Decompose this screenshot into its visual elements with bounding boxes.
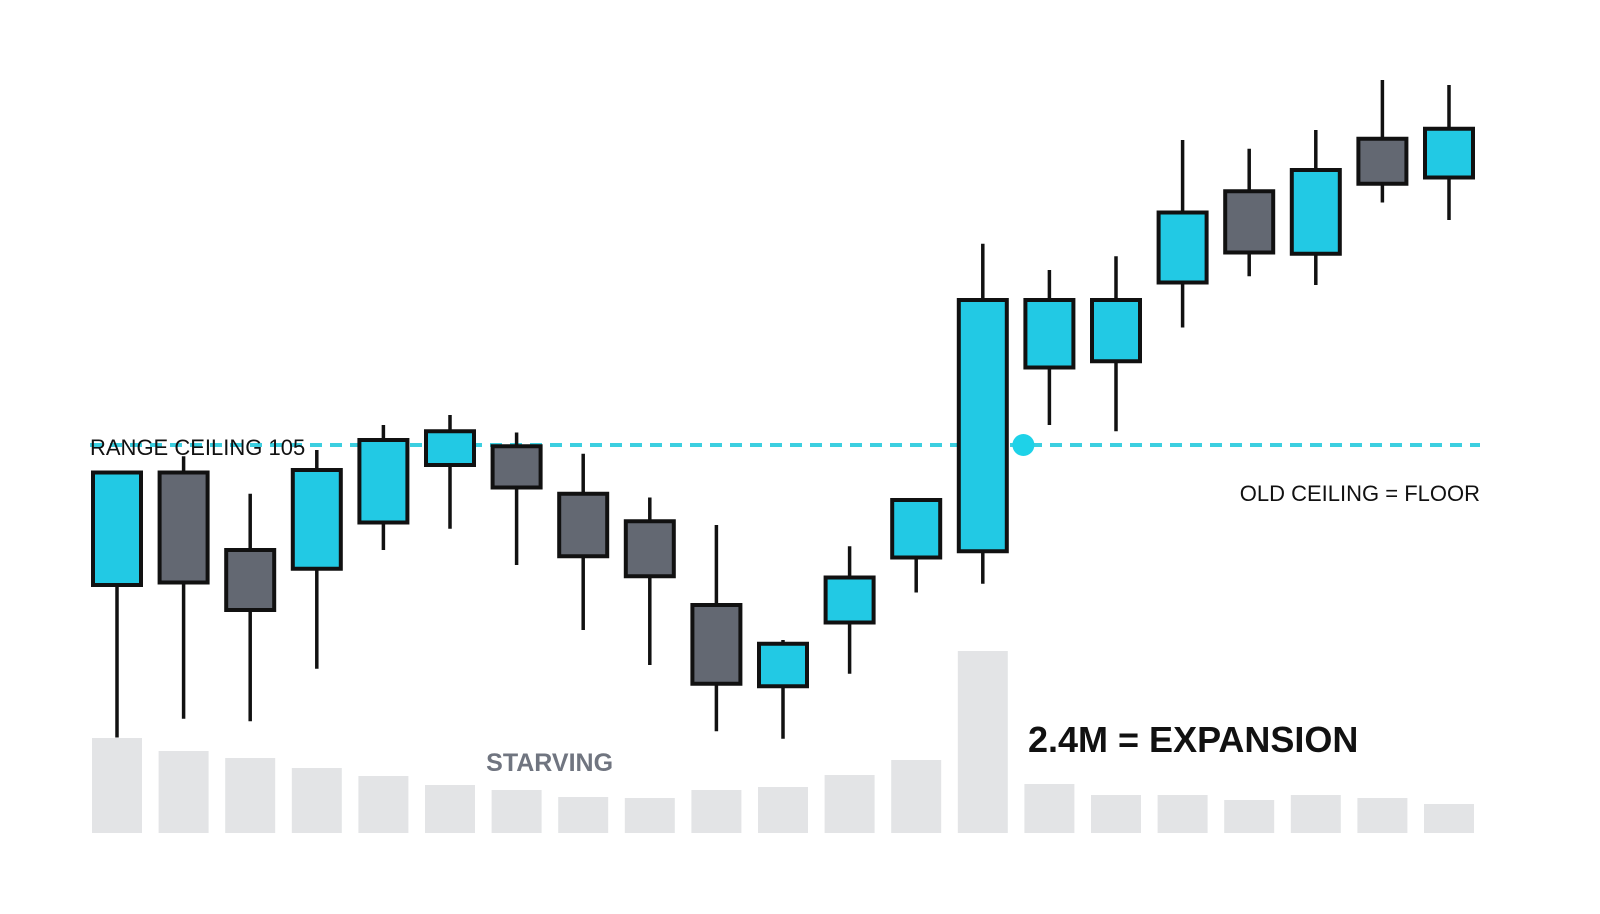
starving-volume-label: STARVING [486,749,613,777]
candles [91,80,1475,739]
volume-bar-16 [1157,795,1208,833]
range-ceiling-label: RANGE CEILING 105 [90,435,305,460]
volume-bar-10 [758,787,808,833]
volume-bar-19 [1357,798,1408,833]
annotations: RANGE CEILING 105 OLD CEILING = FLOOR ST… [90,435,1480,777]
candle-body-1 [157,470,210,585]
candle-19 [1356,80,1409,203]
candle-body-14 [1023,298,1076,370]
candle-11 [823,546,876,674]
volume-bar-1 [158,751,209,833]
candle-body-8 [623,519,676,579]
volume-bar-4 [358,776,409,833]
volume-bar-18 [1290,795,1341,833]
volume-bar-9 [691,790,742,833]
candle-1 [157,456,210,719]
volume-bar-0 [92,738,142,833]
candle-12 [890,498,943,593]
candle-body-3 [290,468,343,571]
candle-5 [424,415,476,529]
candle-18 [1289,130,1342,285]
candle-body-17 [1223,189,1276,255]
candle-body-2 [224,548,277,612]
ceiling-flip-marker [1012,434,1035,456]
candle-body-0 [91,470,143,587]
candle-8 [623,497,676,665]
candle-body-13 [956,298,1009,554]
volume-bar-2 [225,758,276,833]
candle-3 [290,450,343,669]
candle-14 [1023,270,1076,425]
volume-bar-20 [1424,804,1474,833]
volume-expansion-label: 2.4M = EXPANSION [1028,719,1358,760]
candle-10 [757,640,809,739]
candle-body-10 [757,641,809,689]
candle-body-20 [1423,126,1475,180]
candle-16 [1156,140,1209,328]
candle-body-12 [890,498,943,560]
candle-body-7 [557,491,610,559]
candle-body-4 [357,438,410,525]
volume-bar-12 [891,760,942,833]
volume-bar-8 [624,798,675,833]
candle-4 [357,425,410,550]
candle-body-18 [1289,168,1342,256]
candle-body-9 [690,603,743,686]
candle-body-6 [490,444,543,490]
volume-bar-14 [1024,784,1075,833]
candle-0 [91,470,143,738]
candle-6 [490,432,543,565]
candle-body-15 [1090,298,1142,364]
volume-bar-7 [558,797,609,833]
candle-body-11 [823,575,876,625]
candle-2 [224,493,277,722]
candle-13 [956,243,1009,584]
old-ceiling-floor-label: OLD CEILING = FLOOR [1240,481,1480,506]
candle-body-5 [424,429,476,467]
candle-7 [557,453,610,630]
volume-bar-17 [1224,800,1275,833]
candle-20 [1423,85,1475,220]
volume-bar-11 [824,775,875,833]
volume-bar-15 [1091,795,1141,833]
volume-bar-13 [957,651,1008,833]
volume-bar-6 [491,790,542,833]
volume-bar-5 [425,785,475,833]
candle-15 [1090,256,1142,432]
volume-bars [92,651,1474,833]
candle-body-19 [1356,136,1409,186]
volume-bar-3 [291,768,342,833]
candle-body-16 [1156,210,1209,285]
candle-9 [690,525,743,732]
candle-17 [1223,148,1276,277]
